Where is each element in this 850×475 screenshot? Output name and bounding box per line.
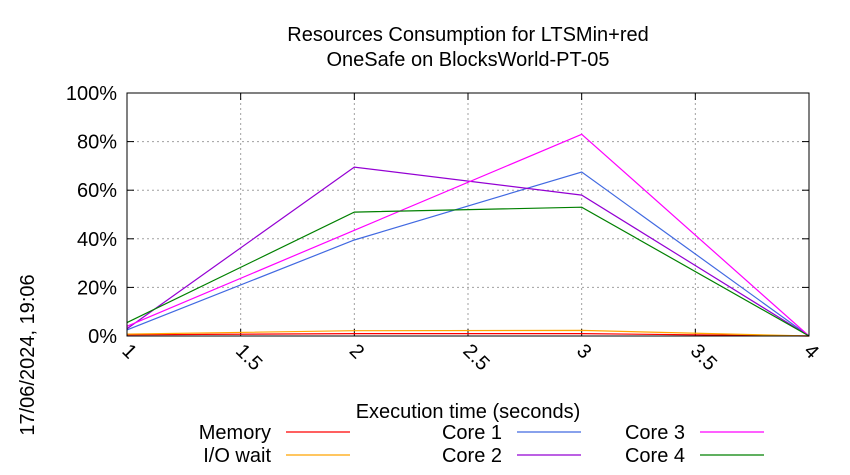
legend-label-core-1: Core 1: [442, 422, 502, 444]
series-line-core-2: [126, 166, 810, 337]
series-line-core-4: [126, 206, 810, 337]
x-tick-label: 2.5: [458, 340, 493, 375]
legend-label-core-2: Core 2: [442, 445, 502, 467]
x-tick-label: 4: [799, 340, 822, 363]
chart-title-line-1: Resources Consumption for LTSMin+red: [287, 24, 648, 46]
x-tick-label: 1: [117, 340, 140, 363]
plot-frame: [126, 92, 810, 337]
series-line-core-3: [126, 133, 810, 337]
y-axis-ticks: 0% 20% 40% 60% 80% 100%: [66, 83, 809, 348]
series-lines: [126, 133, 810, 337]
legend-label-core-3: Core 3: [625, 422, 685, 444]
legend-label-memory: Memory: [199, 422, 271, 444]
y-tick-label: 0%: [88, 326, 117, 348]
series-line-core-1: [126, 171, 810, 337]
x-tick-label: 1.5: [231, 340, 266, 375]
y-tick-label: 100%: [66, 83, 117, 105]
x-tick-label: 3: [572, 340, 595, 363]
series-line-memory: [126, 333, 810, 337]
y-tick-label: 80%: [77, 132, 117, 154]
y-tick-label: 40%: [77, 229, 117, 251]
series-line-i-o-wait: [126, 329, 810, 337]
grid: [127, 93, 809, 336]
chart-title-line-2: OneSafe on BlocksWorld-PT-05: [326, 49, 609, 71]
x-tick-label: 3.5: [686, 340, 721, 375]
y-tick-label: 20%: [77, 277, 117, 299]
y-tick-label: 60%: [77, 180, 117, 202]
x-tick-label: 2: [345, 340, 368, 363]
x-axis-label: Execution time (seconds): [356, 401, 581, 423]
legend-label-i-o-wait: I/O wait: [203, 445, 271, 467]
legend-label-core-4: Core 4: [625, 445, 685, 467]
timestamp-label: 17/06/2024, 19:06: [17, 274, 39, 435]
